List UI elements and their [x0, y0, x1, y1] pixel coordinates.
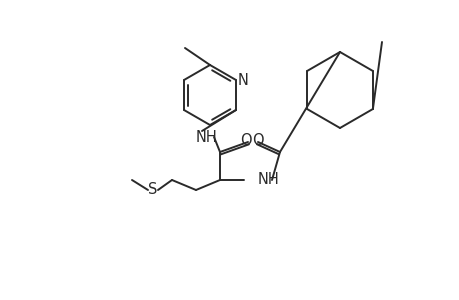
Text: S: S [148, 182, 157, 196]
Text: NH: NH [257, 172, 279, 188]
Text: NH: NH [196, 130, 217, 145]
Text: O: O [252, 133, 263, 148]
Text: N: N [237, 73, 248, 88]
Text: O: O [240, 133, 252, 148]
